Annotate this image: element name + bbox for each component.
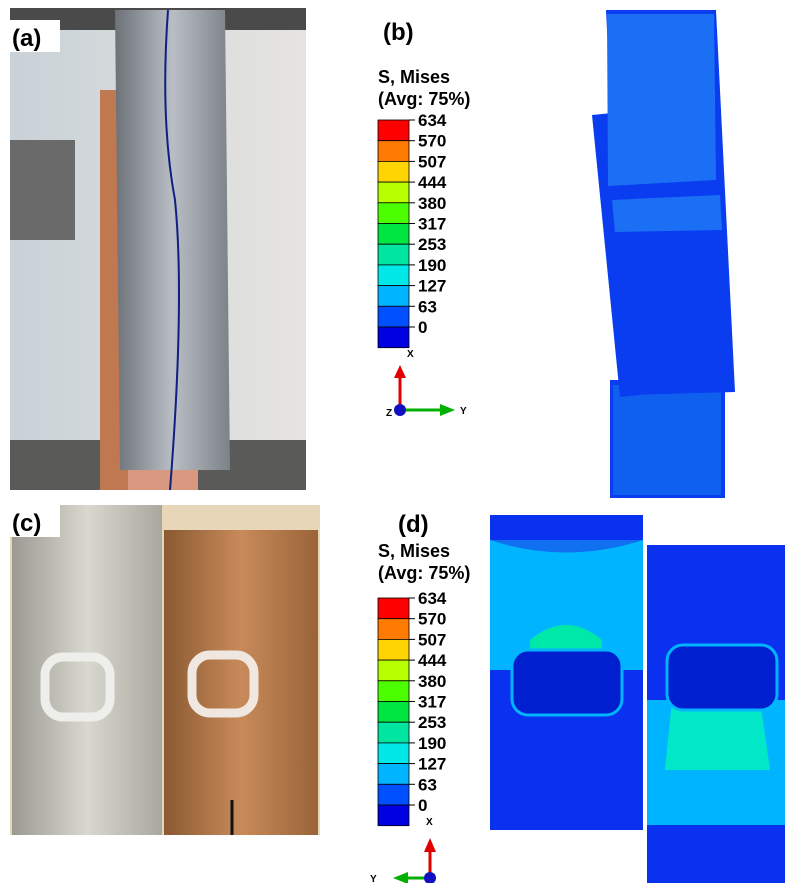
legend-value: 127 (418, 755, 446, 774)
legend-value: 507 (418, 152, 446, 171)
axis-triad-d (393, 838, 436, 883)
legend-swatch (378, 702, 409, 723)
legend-swatch (378, 660, 409, 681)
panel-label: (a) (12, 25, 41, 52)
legend-swatch (378, 619, 409, 640)
legend-subtitle: (Avg: 75%) (378, 563, 470, 583)
legend-swatch (378, 764, 409, 785)
legend-value: 634 (418, 111, 447, 130)
photo-a (10, 8, 306, 490)
legend-swatch (378, 286, 409, 307)
axis-label: Y (370, 874, 377, 883)
legend-title: S, Mises (378, 67, 450, 87)
legend-value: 63 (418, 297, 437, 316)
legend-subtitle: (Avg: 75%) (378, 89, 470, 109)
figure: (a) (b) (c) (d) X Y Z X Y S, Mises(Avg: … (0, 0, 790, 883)
legend-value: 444 (418, 651, 447, 670)
legend-swatch (378, 639, 409, 660)
legend-swatch (378, 327, 409, 348)
legend-swatch (378, 265, 409, 286)
legend-value: 0 (418, 796, 427, 815)
legend-swatch (378, 120, 409, 141)
legend-swatch (378, 306, 409, 327)
panel-label: (c) (12, 510, 41, 537)
legend-swatch (378, 784, 409, 805)
legend-value: 190 (418, 256, 446, 275)
axis-triad-b (394, 365, 455, 416)
legend-value: 190 (418, 734, 446, 753)
legend-value: 127 (418, 277, 446, 296)
legend-swatch (378, 805, 409, 826)
legend-value: 570 (418, 610, 446, 629)
legend-swatch (378, 743, 409, 764)
panel-label: (d) (398, 511, 429, 538)
legend-value: 634 (418, 589, 447, 608)
legend-value: 507 (418, 630, 446, 649)
legend-swatch (378, 681, 409, 702)
fe-model-b (592, 10, 735, 498)
legend-swatch (378, 141, 409, 162)
legend-swatch (378, 224, 409, 245)
legend-title: S, Mises (378, 541, 450, 561)
legend-value: 253 (418, 713, 446, 732)
legend-swatch (378, 161, 409, 182)
photo-c (10, 505, 320, 835)
axis-label: Z (386, 408, 392, 419)
legend-value: 317 (418, 693, 446, 712)
legend-swatch (378, 203, 409, 224)
legend-value: 317 (418, 215, 446, 234)
axis-label: X (426, 817, 433, 828)
legend-value: 380 (418, 194, 446, 213)
legend-value: 444 (418, 173, 447, 192)
legend-swatch (378, 598, 409, 619)
panel-label: (b) (383, 19, 414, 46)
legend-swatch (378, 182, 409, 203)
legend-value: 570 (418, 132, 446, 151)
legend-value: 380 (418, 672, 446, 691)
legend-swatch (378, 244, 409, 265)
legend-value: 63 (418, 775, 437, 794)
axis-label: X (407, 349, 414, 360)
fe-model-d (490, 515, 785, 883)
legend-value: 253 (418, 235, 446, 254)
legend-swatch (378, 722, 409, 743)
legend-value: 0 (418, 318, 427, 337)
axis-label: Y (460, 406, 467, 417)
